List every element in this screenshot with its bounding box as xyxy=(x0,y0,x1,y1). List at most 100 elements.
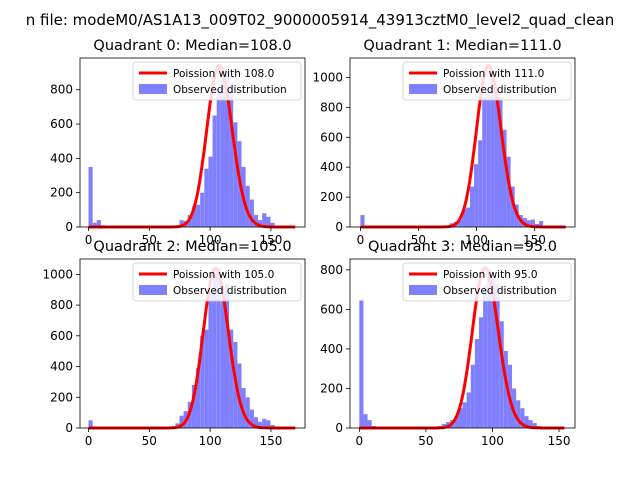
histogram-bar xyxy=(258,220,263,227)
y-tick-label: 800 xyxy=(50,83,73,97)
legend-bar-swatch xyxy=(409,84,437,94)
legend: Poission with 108.0 Observed distribution xyxy=(132,61,302,101)
histogram-bar xyxy=(179,220,184,227)
x-tick-label: 50 xyxy=(142,434,157,448)
histogram-bar xyxy=(270,222,275,227)
y-tick-label: 1000 xyxy=(312,70,343,84)
legend-box xyxy=(132,262,302,302)
histogram-bar xyxy=(266,216,271,227)
y-tick-label: 600 xyxy=(50,117,73,131)
histogram-bar xyxy=(491,275,496,428)
x-tick-label: 0 xyxy=(85,233,93,247)
histogram-bar xyxy=(494,89,499,228)
legend-box xyxy=(132,61,302,101)
histogram-bar xyxy=(462,402,467,428)
histogram-bar xyxy=(486,92,491,228)
histogram-bar xyxy=(510,186,515,227)
histogram-bar xyxy=(487,269,492,428)
histogram-bar xyxy=(191,206,197,227)
histogram-bar xyxy=(266,420,271,428)
legend-bar-label: Observed distribution xyxy=(173,285,287,297)
histogram-bar xyxy=(200,192,205,227)
histogram-bar xyxy=(526,220,531,227)
x-tick-label: 100 xyxy=(465,233,488,247)
histogram-bar xyxy=(233,122,238,227)
y-tick-label: 0 xyxy=(335,421,343,435)
histogram-bar xyxy=(539,221,544,227)
histogram-bar xyxy=(262,418,267,428)
y-tick-label: 200 xyxy=(50,390,73,404)
axes-frame xyxy=(79,258,306,429)
y-tick-label: 400 xyxy=(50,151,73,165)
subplot-quadrant-2: 0 50 100 150 0 200 400 600 800 1000 Quadrant 2: Me… xyxy=(42,239,306,448)
histogram-bar xyxy=(196,204,201,227)
histogram-bar xyxy=(229,329,234,428)
y-tick-label: 800 xyxy=(50,298,73,312)
legend-line-label: Poission with 108.0 xyxy=(173,68,274,80)
histogram-bar xyxy=(196,368,201,428)
y-tick-label: 0 xyxy=(65,220,73,234)
histogram-bar xyxy=(367,420,372,428)
histogram-bar xyxy=(465,207,471,227)
histogram-bar xyxy=(229,82,234,227)
y-tick-label: 200 xyxy=(320,190,343,204)
y-tick-label: 800 xyxy=(320,100,343,114)
histogram-bar xyxy=(262,213,267,227)
y-tick-label: 1000 xyxy=(42,267,73,281)
histogram-bar xyxy=(454,416,459,428)
histogram-bar xyxy=(524,416,529,428)
histogram-bar xyxy=(191,384,197,428)
subplot-title: Quadrant 0: Median=108.0 xyxy=(93,38,291,54)
x-tick-label: 0 xyxy=(357,233,365,247)
histogram-bar xyxy=(220,67,225,227)
legend-bar-swatch xyxy=(409,285,437,295)
legend-bar-swatch xyxy=(139,285,167,295)
axes-frame xyxy=(349,57,576,228)
histogram-bar xyxy=(220,300,225,428)
histogram-bar xyxy=(479,317,484,428)
histogram-bar xyxy=(212,274,217,428)
histogram-bar xyxy=(532,423,537,428)
histogram-bar xyxy=(506,156,511,227)
histogram-bars xyxy=(359,269,546,428)
histogram-bar xyxy=(212,115,217,227)
x-tick-label: 100 xyxy=(199,233,222,247)
histogram-bar xyxy=(478,140,483,227)
histogram-bar xyxy=(461,209,466,227)
y-tick-label: 600 xyxy=(320,130,343,144)
histogram-bar xyxy=(502,129,507,227)
histogram-bar xyxy=(208,156,213,227)
x-tick-label: 50 xyxy=(142,233,157,247)
histogram-bar xyxy=(457,219,462,227)
histogram-bar xyxy=(490,69,495,227)
y-tick-label: 600 xyxy=(50,329,73,343)
histogram-bar xyxy=(360,215,365,227)
y-tick-label: 800 xyxy=(320,263,343,277)
x-tick-label: 50 xyxy=(418,434,433,448)
histogram-bar xyxy=(483,285,488,428)
legend-bar-swatch xyxy=(139,84,167,94)
histogram-bar xyxy=(208,289,213,428)
y-tick-label: 400 xyxy=(50,360,73,374)
histogram-bar xyxy=(498,96,503,228)
histogram-bar xyxy=(204,168,209,227)
histogram-bar xyxy=(179,415,184,428)
histogram-bar xyxy=(253,214,259,227)
legend: Poission with 111.0 Observed distribution xyxy=(402,61,572,101)
x-tick-label: 150 xyxy=(523,233,546,247)
y-tick-label: 600 xyxy=(320,302,343,316)
histogram-bar xyxy=(241,388,246,428)
histogram-bar xyxy=(516,400,521,428)
histogram-bar xyxy=(520,408,525,428)
histogram-bar xyxy=(458,408,463,428)
histogram-bar xyxy=(253,417,259,428)
histogram-bar xyxy=(92,222,97,227)
y-tick-label: 200 xyxy=(50,186,73,200)
legend-line-label: Poission with 105.0 xyxy=(173,269,274,281)
histogram-bar xyxy=(363,414,368,428)
histogram-bar xyxy=(270,424,275,428)
subplot-title: Quadrant 1: Median=111.0 xyxy=(363,38,561,54)
histogram-bar xyxy=(258,421,263,428)
histogram-bar xyxy=(499,321,504,428)
